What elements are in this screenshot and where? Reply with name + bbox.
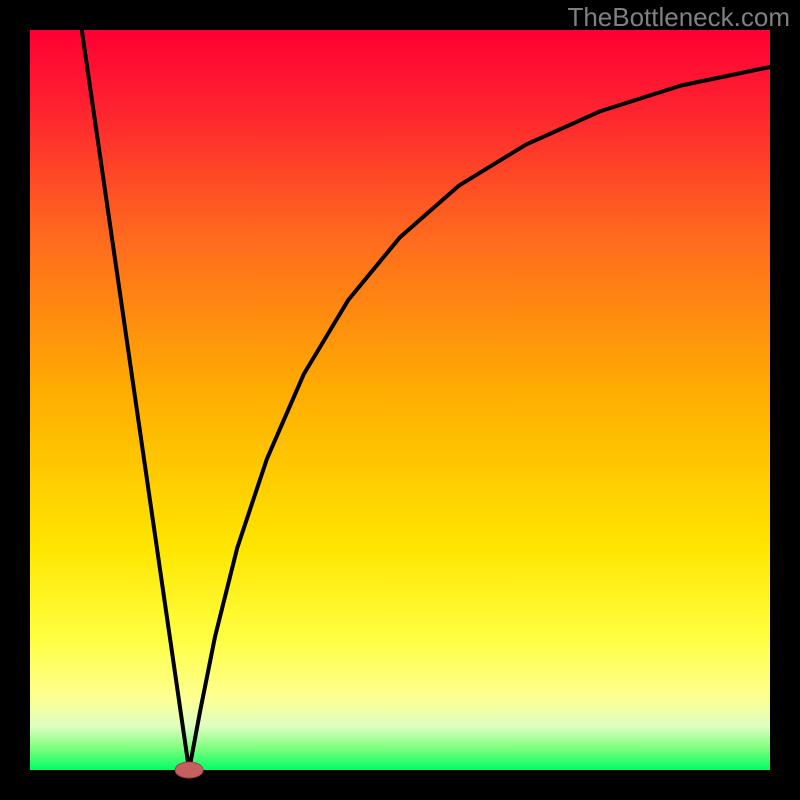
plot-gradient — [30, 30, 770, 770]
chart-container: TheBottleneck.com — [0, 0, 800, 800]
optimal-marker — [175, 762, 203, 778]
watermark-text: TheBottleneck.com — [567, 2, 790, 33]
bottleneck-chart — [0, 0, 800, 800]
